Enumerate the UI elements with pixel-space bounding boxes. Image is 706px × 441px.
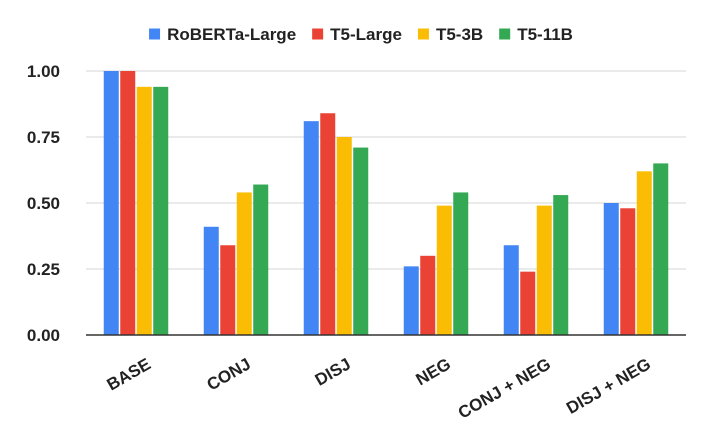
x-tick-label: CONJ + NEG <box>455 354 554 422</box>
bar-roberta-large-base <box>103 71 119 335</box>
bar-t5-3b-conj-neg <box>536 205 552 335</box>
x-tick-label: NEG <box>413 354 454 389</box>
bar-t5-large-base <box>120 71 136 335</box>
legend-label: T5-Large <box>330 25 402 44</box>
bar-roberta-large-conj-neg <box>503 245 519 335</box>
y-tick-label: 0.00 <box>27 326 60 345</box>
legend-label: T5-3B <box>436 25 483 44</box>
gridlines <box>86 70 686 270</box>
y-tick-label: 0.25 <box>27 260 60 279</box>
bar-t5-11b-conj <box>253 184 269 335</box>
bar-roberta-large-disj <box>303 121 319 335</box>
x-tick-label: CONJ <box>204 354 254 394</box>
y-tick-label: 1.00 <box>27 62 60 81</box>
bar-roberta-large-conj <box>203 226 219 335</box>
legend-label: T5-11B <box>517 25 573 44</box>
bar-roberta-large-neg <box>403 266 419 335</box>
legend-swatch <box>417 28 429 40</box>
bar-t5-large-disj-neg <box>620 208 636 335</box>
x-tick-label: BASE <box>104 354 154 394</box>
legend-swatch <box>312 28 324 40</box>
bar-t5-3b-neg <box>436 205 452 335</box>
bar-t5-11b-disj-neg <box>653 163 669 335</box>
legend: RoBERTa-Large T5-Large T5-3B T5-11B <box>149 25 573 44</box>
bar-t5-11b-neg <box>453 192 469 335</box>
y-tick-label: 0.75 <box>27 128 60 147</box>
bar-t5-3b-disj-neg <box>636 171 652 335</box>
bar-t5-3b-disj <box>336 137 352 335</box>
legend-swatch <box>499 28 511 40</box>
bar-t5-large-conj-neg <box>520 271 536 335</box>
bar-t5-11b-conj-neg <box>553 195 569 335</box>
legend-label: RoBERTa-Large <box>167 25 296 44</box>
bar-t5-11b-disj <box>353 147 369 335</box>
bar-t5-3b-base <box>136 86 152 335</box>
x-axis-ticks: BASE CONJ DISJ NEG CONJ + NEG DISJ + NEG <box>104 354 654 422</box>
legend-swatch <box>149 28 161 40</box>
x-tick-label: DISJ <box>312 354 354 389</box>
bar-t5-large-neg <box>420 255 436 335</box>
y-axis-ticks: 0.00 0.25 0.50 0.75 1.00 <box>27 62 60 345</box>
x-tick-label: DISJ + NEG <box>563 354 654 417</box>
bars <box>103 71 669 336</box>
y-tick-label: 0.50 <box>27 194 60 213</box>
bar-t5-11b-base <box>153 86 169 335</box>
bar-t5-large-disj <box>320 113 336 336</box>
bar-roberta-large-disj-neg <box>603 203 619 335</box>
bar-t5-large-conj <box>220 245 236 335</box>
bar-t5-3b-conj <box>236 192 252 335</box>
